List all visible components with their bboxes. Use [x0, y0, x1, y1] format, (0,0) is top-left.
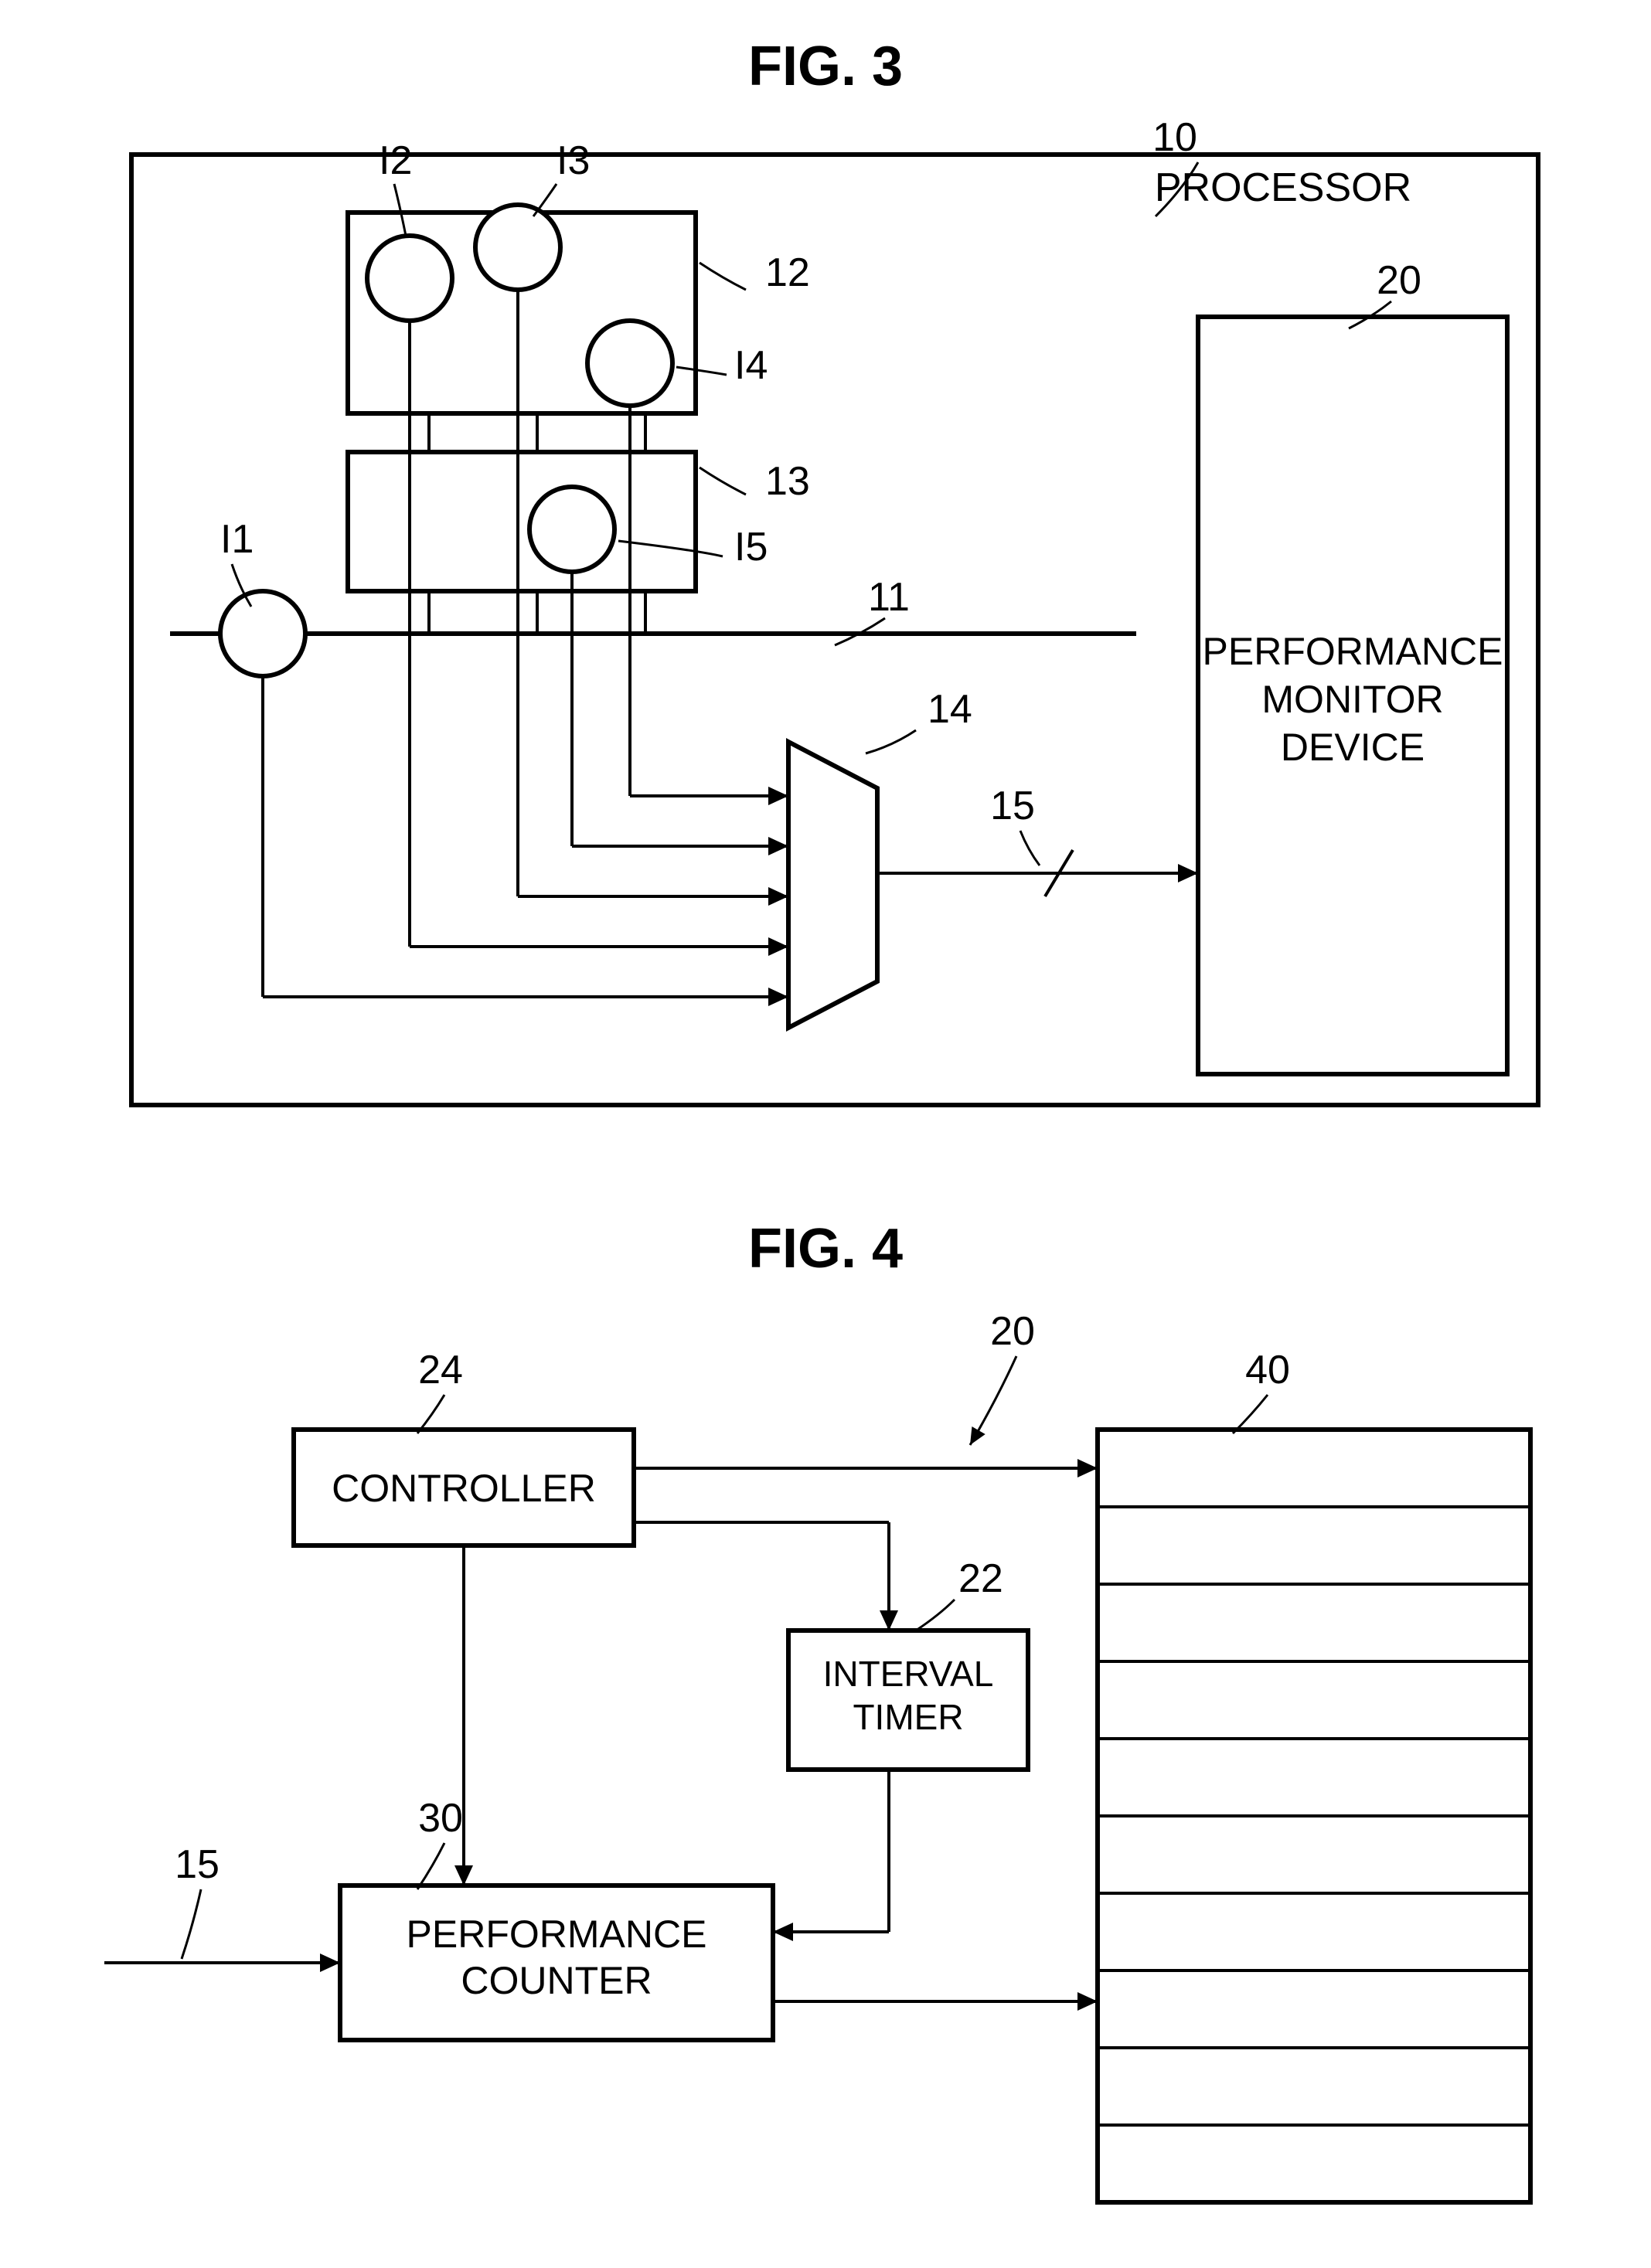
pmd-label: MONITOR	[1261, 678, 1443, 721]
ref-I3: I3	[557, 138, 590, 183]
probe-I4	[587, 321, 672, 406]
ref-20b: 20	[990, 1309, 1035, 1354]
ref-15b: 15	[175, 1842, 220, 1887]
pmd-label: DEVICE	[1281, 726, 1425, 769]
ref-I2: I2	[379, 138, 412, 183]
interval-timer-label: INTERVAL	[823, 1654, 994, 1694]
ref-leader	[182, 1889, 201, 1959]
controller-label: CONTROLLER	[332, 1467, 596, 1510]
ref-30: 30	[418, 1796, 463, 1841]
ref-20: 20	[1377, 258, 1421, 303]
ref-22: 22	[958, 1556, 1003, 1601]
ref-12: 12	[765, 250, 810, 295]
interval-timer-label: TIMER	[853, 1697, 963, 1737]
ref-I4: I4	[734, 343, 768, 388]
ref-10: 10	[1152, 115, 1197, 160]
ref-I5: I5	[734, 525, 768, 570]
perf-counter-label: COUNTER	[461, 1959, 652, 2002]
ref-13: 13	[765, 459, 810, 504]
fig4-title: FIG. 4	[748, 1218, 903, 1280]
block-13	[348, 452, 696, 591]
ref-15: 15	[990, 784, 1035, 828]
probe-I3	[475, 205, 560, 290]
probe-I1	[220, 591, 305, 676]
probe-I5	[529, 487, 614, 572]
fig3-title: FIG. 3	[748, 36, 903, 97]
mux-14	[788, 742, 877, 1028]
ref-24: 24	[418, 1348, 463, 1392]
ref-11: 11	[868, 575, 910, 620]
probe-I2	[367, 236, 452, 321]
perf-counter-label: PERFORMANCE	[407, 1913, 707, 1956]
ref-leader	[916, 1600, 955, 1630]
ref-40: 40	[1245, 1348, 1290, 1392]
ref-I1: I1	[220, 517, 254, 562]
ref-14: 14	[928, 687, 972, 732]
pmd-label: PERFORMANCE	[1203, 630, 1503, 673]
ref-leader	[417, 1843, 444, 1889]
